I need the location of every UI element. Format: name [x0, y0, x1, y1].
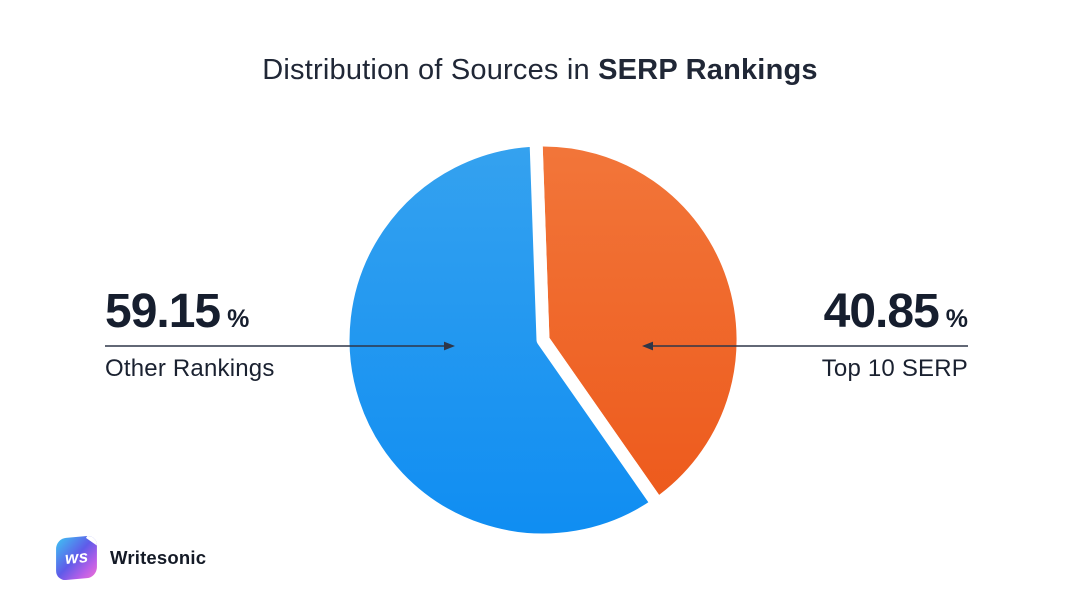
callout-other-rankings: 59.15% Other Rankings [105, 288, 275, 383]
callout-top-10-serp: 40.85% Top 10 SERP [822, 288, 968, 383]
stat-value-row: 59.15% [105, 288, 275, 336]
arrowhead-left-icon [642, 341, 653, 351]
page-title: Distribution of Sources in SERP Rankings [0, 54, 1080, 87]
stat-value-row: 40.85% [822, 288, 968, 336]
leader-line-left [105, 341, 455, 351]
logo-brand-name: Writesonic [110, 547, 207, 568]
stat-value: 40.85 [823, 285, 940, 338]
title-bold: SERP Rankings [598, 54, 818, 86]
logo-mark-text: ws [63, 547, 90, 568]
stat-label: Top 10 SERP [821, 355, 968, 382]
title-regular: Distribution of Sources in [262, 54, 599, 86]
stat-unit: % [227, 305, 250, 333]
pie-slice-other-rankings[interactable] [336, 133, 664, 547]
writesonic-logo-mark-icon: ws [56, 535, 97, 581]
stat-value: 59.15 [105, 285, 221, 338]
leader-line-right [642, 341, 968, 351]
pie-slice-top-10-serp[interactable] [529, 133, 750, 511]
stat-unit: % [945, 305, 968, 333]
stat-label: Other Rankings [105, 355, 275, 382]
arrowhead-right-icon [444, 341, 455, 351]
writesonic-logo[interactable]: ws Writesonic [56, 535, 207, 581]
